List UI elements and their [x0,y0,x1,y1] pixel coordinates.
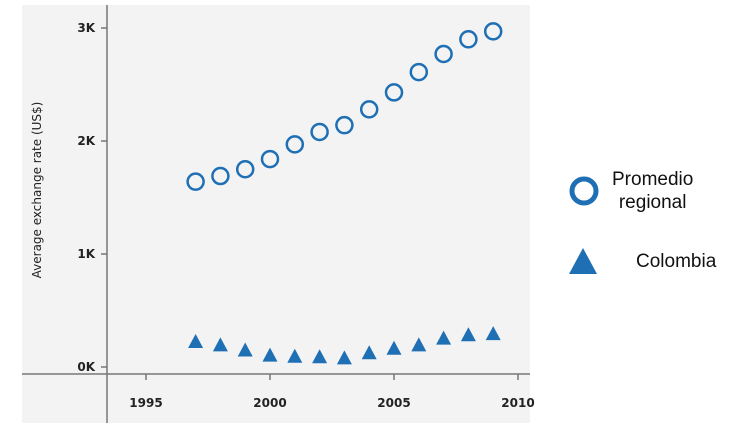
regional-point [285,135,305,154]
legend-label-regional: Promedio regional [612,168,693,214]
regional-point [310,122,329,142]
legend-item-regional: Promedio regional [568,168,693,214]
legend-label-regional-line1: Promedio [612,169,694,190]
regional-point [434,44,453,64]
x-tick-label: 2005 [377,396,410,410]
x-tick-label: 2000 [253,396,286,410]
colombia-point [262,347,278,362]
y-tick-label: 1K [77,247,95,261]
colombia-point [460,327,476,342]
colombia-point [436,330,452,345]
colombia-point [336,350,352,365]
colombia-point [485,326,501,341]
colombia-point [212,337,228,352]
data-points [186,22,503,365]
colombia-point [287,348,303,363]
legend-label-colombia: Colombia [636,250,717,272]
colombia-point [188,334,204,349]
regional-point [211,166,230,186]
regional-point [186,172,205,191]
y-tick-label: 3K [77,21,95,35]
regional-point [384,83,404,102]
regional-point [335,115,354,135]
y-tick-label: 0K [77,360,95,374]
y-axis-label: Average exchange rate (US$) [30,102,44,279]
colombia-point [237,342,253,357]
colombia-point [386,340,402,355]
x-ticks: 1995 2000 2005 2010 [129,374,535,410]
legend-item-colombia: Colombia [567,246,716,276]
regional-point [235,160,255,179]
x-tick-label: 1995 [129,396,162,410]
triangle-icon [569,248,597,274]
colombia-point [361,345,377,360]
regional-point [459,30,478,49]
legend-label-regional-line2: regional [618,192,687,213]
x-tick-label: 2010 [501,396,534,410]
colombia-point [411,337,427,352]
colombia-point [312,349,328,364]
regional-point [359,100,379,119]
y-tick-label: 2K [77,134,95,148]
regional-point [260,149,280,169]
open-circle-icon [569,176,599,206]
regional-point [409,62,429,82]
regional-point [483,22,503,41]
y-ticks: 0K 1K 2K 3K [77,21,107,374]
